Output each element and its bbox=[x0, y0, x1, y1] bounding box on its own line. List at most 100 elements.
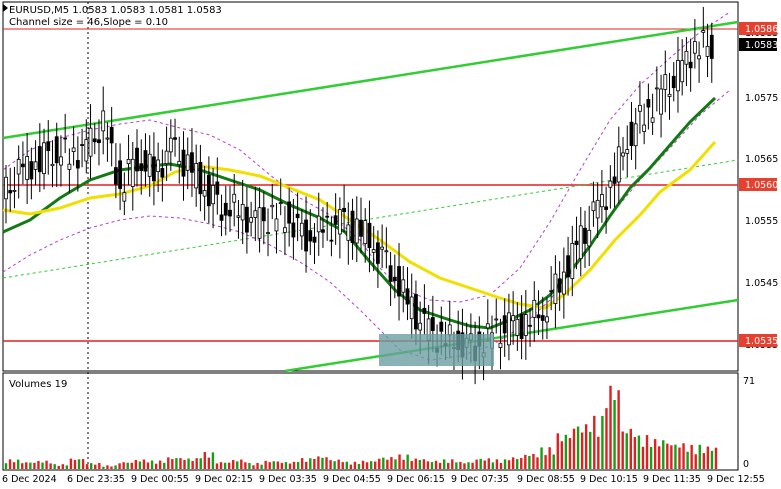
candle-body[interactable] bbox=[160, 168, 165, 178]
candle-body[interactable] bbox=[181, 149, 186, 177]
candle-body[interactable] bbox=[329, 239, 334, 242]
support-zone-highlight[interactable] bbox=[379, 334, 494, 366]
candle-body[interactable] bbox=[388, 265, 393, 282]
candle-body[interactable] bbox=[494, 318, 499, 321]
candle-body[interactable] bbox=[642, 124, 647, 132]
candle-body[interactable] bbox=[536, 314, 541, 319]
volume-bars[interactable] bbox=[4, 385, 718, 469]
candle-body[interactable] bbox=[50, 163, 55, 167]
candle-body[interactable] bbox=[308, 230, 313, 242]
candle-body[interactable] bbox=[59, 156, 63, 166]
candle-body[interactable] bbox=[202, 190, 207, 197]
candle-body[interactable] bbox=[333, 215, 338, 225]
candle-body[interactable] bbox=[283, 227, 287, 233]
candle-body[interactable] bbox=[663, 74, 668, 90]
candle-body[interactable] bbox=[709, 34, 714, 59]
candle-body[interactable] bbox=[519, 313, 524, 340]
candle-body[interactable] bbox=[88, 127, 93, 157]
candle-body[interactable] bbox=[25, 156, 30, 180]
candle-body[interactable] bbox=[418, 322, 423, 331]
candle-body[interactable] bbox=[228, 209, 232, 217]
candle-body[interactable] bbox=[219, 214, 224, 221]
candle-body[interactable] bbox=[646, 99, 651, 108]
candle-body[interactable] bbox=[105, 137, 110, 140]
candle-body[interactable] bbox=[177, 160, 182, 166]
candle-body[interactable] bbox=[223, 202, 228, 216]
candle-body[interactable] bbox=[278, 202, 283, 205]
candle-body[interactable] bbox=[325, 215, 330, 218]
candle-body[interactable] bbox=[232, 193, 237, 203]
candle-body[interactable] bbox=[287, 201, 292, 224]
candle-body[interactable] bbox=[54, 136, 59, 164]
candle-body[interactable] bbox=[8, 190, 13, 194]
candle-body[interactable] bbox=[566, 255, 570, 278]
candle-body[interactable] bbox=[515, 318, 520, 336]
candle-body[interactable] bbox=[350, 210, 355, 243]
candle-body[interactable] bbox=[363, 220, 368, 245]
candle-body[interactable] bbox=[101, 110, 106, 132]
candle-body[interactable] bbox=[126, 158, 131, 165]
candle-body[interactable] bbox=[659, 88, 663, 115]
candle-body[interactable] bbox=[312, 236, 317, 243]
candle-body[interactable] bbox=[485, 323, 490, 329]
candle-body[interactable] bbox=[33, 161, 38, 170]
candle-body[interactable] bbox=[376, 242, 380, 264]
candle-body[interactable] bbox=[4, 176, 8, 200]
channel-lower[interactable] bbox=[284, 298, 739, 373]
candle-body[interactable] bbox=[299, 222, 304, 237]
candle-body[interactable] bbox=[384, 250, 389, 253]
candle-body[interactable] bbox=[608, 180, 613, 188]
candle-body[interactable] bbox=[570, 243, 575, 279]
candle-body[interactable] bbox=[46, 141, 51, 151]
candle-body[interactable] bbox=[109, 126, 114, 144]
candle-body[interactable] bbox=[595, 199, 600, 219]
candle-body[interactable] bbox=[532, 299, 537, 318]
candle-body[interactable] bbox=[359, 219, 363, 237]
candle-body[interactable] bbox=[130, 158, 135, 187]
candle-body[interactable] bbox=[253, 210, 258, 218]
candle-body[interactable] bbox=[561, 271, 566, 295]
candle-body[interactable] bbox=[113, 167, 118, 185]
price-axis[interactable]: 1.0585 1.0575 1.0565 1.0555 1.0545 1.053… bbox=[739, 22, 778, 351]
candle-body[interactable] bbox=[414, 294, 418, 330]
candle-body[interactable] bbox=[507, 312, 511, 346]
candle-body[interactable] bbox=[629, 121, 634, 146]
candle-body[interactable] bbox=[583, 227, 587, 244]
candle-body[interactable] bbox=[29, 161, 34, 180]
candle-body[interactable] bbox=[553, 273, 558, 304]
candle-body[interactable] bbox=[240, 204, 245, 221]
candle-body[interactable] bbox=[194, 163, 199, 189]
candle-body[interactable] bbox=[545, 316, 549, 323]
candle-body[interactable] bbox=[523, 314, 528, 336]
candle-body[interactable] bbox=[650, 117, 655, 123]
candle-body[interactable] bbox=[143, 150, 148, 172]
candle-body[interactable] bbox=[71, 147, 76, 152]
candle-body[interactable] bbox=[295, 213, 300, 219]
candle-body[interactable] bbox=[684, 50, 689, 65]
candle-body[interactable] bbox=[380, 246, 385, 250]
candle-body[interactable] bbox=[367, 222, 372, 249]
candle-body[interactable] bbox=[215, 181, 220, 195]
ma-slow-line[interactable] bbox=[2, 141, 717, 310]
candle-body[interactable] bbox=[261, 207, 266, 222]
candle-body[interactable] bbox=[621, 152, 625, 157]
candle-body[interactable] bbox=[274, 218, 279, 232]
candle-body[interactable] bbox=[42, 142, 46, 175]
candle-body[interactable] bbox=[705, 45, 710, 57]
candle-body[interactable] bbox=[190, 152, 194, 173]
candle-body[interactable] bbox=[447, 324, 452, 336]
candle-body[interactable] bbox=[371, 249, 376, 253]
candle-body[interactable] bbox=[206, 174, 211, 207]
candle-body[interactable] bbox=[75, 160, 80, 169]
candle-body[interactable] bbox=[21, 163, 25, 168]
candle-body[interactable] bbox=[63, 137, 68, 140]
candle-body[interactable] bbox=[173, 137, 177, 140]
candle-body[interactable] bbox=[16, 159, 21, 175]
candle-body[interactable] bbox=[342, 207, 346, 213]
candle-body[interactable] bbox=[409, 296, 414, 320]
candle-body[interactable] bbox=[680, 60, 685, 83]
candle-body[interactable] bbox=[633, 123, 638, 147]
candle-body[interactable] bbox=[701, 30, 706, 33]
candle-body[interactable] bbox=[337, 209, 342, 235]
candle-body[interactable] bbox=[671, 75, 676, 89]
